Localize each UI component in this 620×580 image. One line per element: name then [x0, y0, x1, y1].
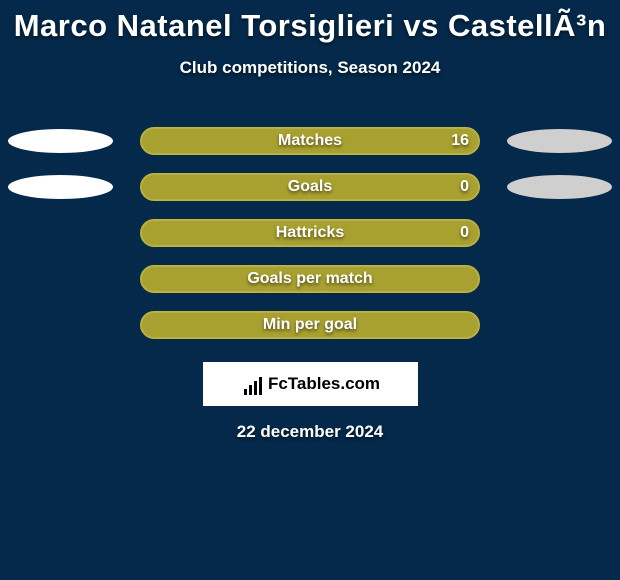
stat-value: 0 [460, 224, 469, 242]
comparison-infographic: Marco Natanel Torsiglieri vs CastellÃ³n … [0, 0, 620, 580]
stat-bar: Goals 0 [140, 173, 480, 201]
stat-bar: Hattricks 0 [140, 219, 480, 247]
subtitle: Club competitions, Season 2024 [0, 58, 620, 78]
left-marker-ellipse [8, 129, 113, 153]
right-marker-ellipse [507, 129, 612, 153]
stat-label: Goals per match [247, 270, 372, 288]
stat-bar: Min per goal [140, 311, 480, 339]
brand-badge[interactable]: FcTables.com [203, 362, 418, 406]
stat-rows: Matches 16 Goals 0 Hattricks 0 Goals per match… [0, 118, 620, 348]
stat-row: Min per goal [0, 302, 620, 348]
stat-label: Min per goal [263, 316, 357, 334]
bar-chart-icon [240, 373, 262, 395]
stat-row: Hattricks 0 [0, 210, 620, 256]
stat-row: Matches 16 [0, 118, 620, 164]
stat-label: Goals [288, 178, 332, 196]
stat-value: 16 [451, 132, 469, 150]
left-marker-ellipse [8, 175, 113, 199]
generation-date: 22 december 2024 [0, 422, 620, 442]
stat-row: Goals 0 [0, 164, 620, 210]
stat-label: Hattricks [276, 224, 344, 242]
stat-bar: Matches 16 [140, 127, 480, 155]
stat-value: 0 [460, 178, 469, 196]
stat-row: Goals per match [0, 256, 620, 302]
stat-label: Matches [278, 132, 342, 150]
brand-text: FcTables.com [268, 374, 380, 394]
page-title: Marco Natanel Torsiglieri vs CastellÃ³n [0, 0, 620, 44]
right-marker-ellipse [507, 175, 612, 199]
stat-bar: Goals per match [140, 265, 480, 293]
